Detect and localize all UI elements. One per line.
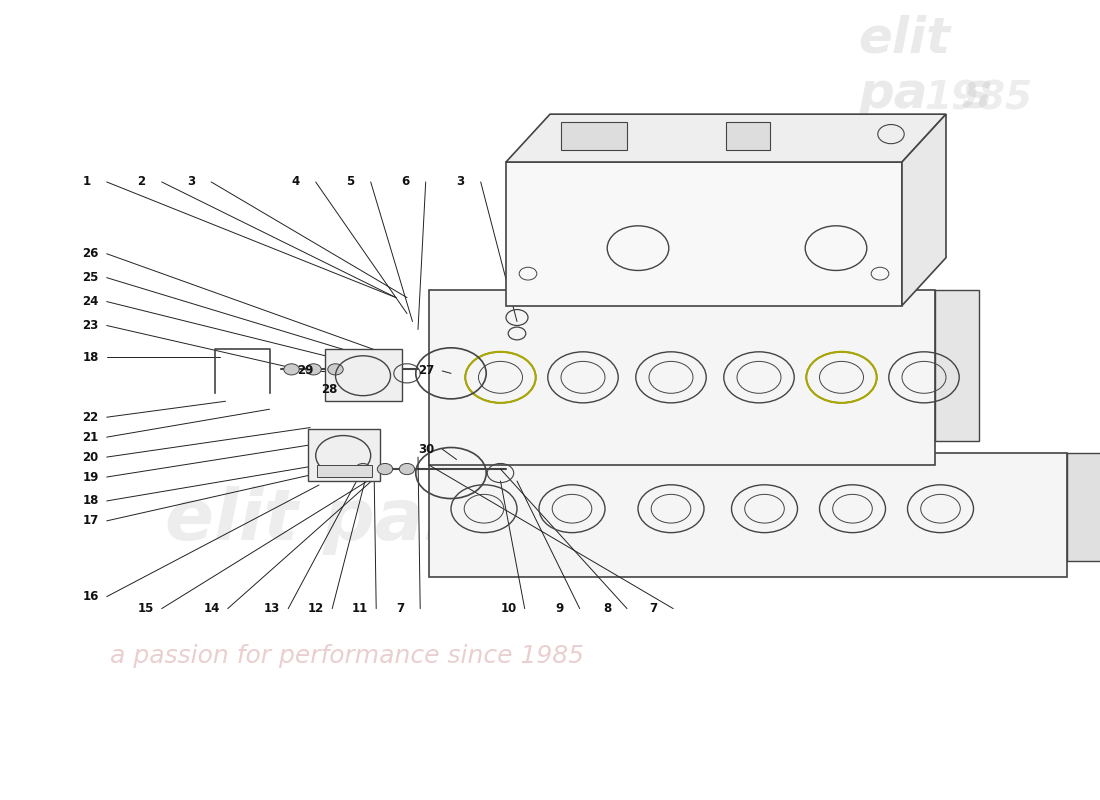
Text: 26: 26: [82, 247, 99, 260]
Text: a passion for performance since 1985: a passion for performance since 1985: [110, 645, 584, 669]
FancyBboxPatch shape: [506, 162, 902, 306]
Text: 15: 15: [138, 602, 154, 615]
Text: 16: 16: [82, 590, 99, 603]
Text: 6: 6: [402, 175, 409, 189]
Text: 3: 3: [456, 175, 464, 189]
Text: 28: 28: [321, 382, 338, 396]
Text: 23: 23: [82, 319, 99, 332]
Text: 29: 29: [297, 365, 313, 378]
Text: 14: 14: [204, 602, 220, 615]
Text: 10: 10: [500, 602, 517, 615]
Circle shape: [328, 364, 343, 375]
FancyBboxPatch shape: [935, 290, 979, 441]
Text: 8: 8: [603, 602, 612, 615]
FancyBboxPatch shape: [308, 429, 380, 481]
Circle shape: [306, 364, 321, 375]
FancyBboxPatch shape: [429, 290, 935, 465]
Text: elit
pa  s: elit pa s: [858, 14, 992, 118]
Text: 30: 30: [418, 442, 434, 456]
FancyBboxPatch shape: [726, 122, 770, 150]
Text: 21: 21: [82, 430, 99, 444]
Text: 7: 7: [649, 602, 657, 615]
Text: 9: 9: [556, 602, 563, 615]
Circle shape: [284, 364, 299, 375]
Circle shape: [355, 463, 371, 474]
Text: 7: 7: [396, 602, 404, 615]
Text: 11: 11: [352, 602, 368, 615]
Text: 18: 18: [82, 351, 99, 364]
Polygon shape: [902, 114, 946, 306]
FancyBboxPatch shape: [317, 465, 372, 477]
Text: 12: 12: [308, 602, 324, 615]
Text: 3: 3: [187, 175, 195, 189]
Text: 27: 27: [418, 365, 434, 378]
Text: elit parts: elit parts: [165, 486, 537, 555]
Text: 4: 4: [292, 175, 299, 189]
Text: 5: 5: [346, 175, 354, 189]
Text: 25: 25: [82, 271, 99, 284]
Text: 17: 17: [82, 514, 99, 527]
FancyBboxPatch shape: [561, 122, 627, 150]
FancyBboxPatch shape: [1067, 453, 1100, 561]
Text: 24: 24: [82, 295, 99, 308]
Text: 22: 22: [82, 410, 99, 424]
Polygon shape: [506, 114, 946, 162]
Circle shape: [377, 463, 393, 474]
FancyBboxPatch shape: [429, 453, 1067, 577]
FancyBboxPatch shape: [324, 350, 402, 402]
Text: 1: 1: [82, 175, 90, 189]
Text: 13: 13: [264, 602, 280, 615]
Text: 18: 18: [82, 494, 99, 507]
Text: 19: 19: [82, 470, 99, 483]
Text: 20: 20: [82, 450, 99, 463]
Text: 2: 2: [138, 175, 145, 189]
Text: 1985: 1985: [924, 79, 1032, 118]
Circle shape: [399, 463, 415, 474]
